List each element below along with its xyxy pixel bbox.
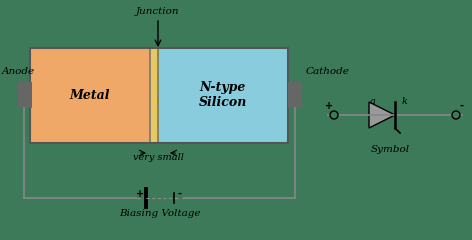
Polygon shape [369, 102, 395, 128]
Bar [288, 82, 302, 108]
Bar [158, 48, 288, 143]
Text: Metal: Metal [70, 89, 110, 102]
Text: N-type
Silicon: N-type Silicon [199, 82, 247, 109]
Circle shape [330, 111, 338, 119]
Text: a: a [370, 96, 376, 106]
Bar [30, 48, 150, 143]
Text: +: + [136, 189, 144, 199]
Text: Cathode: Cathode [306, 67, 350, 77]
Bar [30, 48, 288, 143]
Text: Junction: Junction [136, 6, 180, 16]
Bar [148, 48, 168, 143]
Circle shape [452, 111, 460, 119]
Text: -: - [459, 101, 463, 111]
Text: -: - [178, 189, 182, 199]
Text: k: k [402, 96, 408, 106]
Text: very small: very small [133, 154, 184, 162]
Text: Anode: Anode [2, 67, 35, 77]
Text: Biasing Voltage: Biasing Voltage [119, 210, 200, 218]
Text: Symbol: Symbol [371, 145, 410, 155]
Bar [18, 82, 32, 108]
Text: +: + [325, 101, 333, 111]
